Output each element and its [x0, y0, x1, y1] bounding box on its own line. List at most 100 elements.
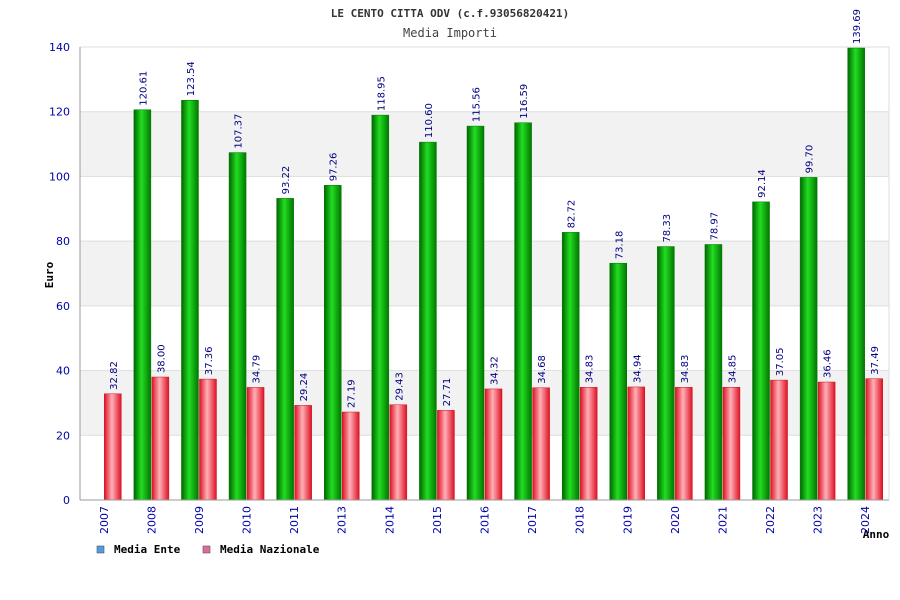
legend-swatch-media-nazionale: [202, 545, 211, 554]
bar-media-ente: [657, 246, 675, 501]
y-tick-label: 60: [56, 300, 70, 313]
bar-media-ente: [466, 125, 485, 501]
data-label: 37.49: [870, 346, 881, 375]
data-label: 36.46: [823, 349, 834, 378]
data-label: 34.85: [727, 355, 738, 384]
data-label: 115.56: [472, 87, 483, 122]
bar-media-nazionale: [532, 387, 550, 501]
x-tick-label: 2023: [812, 506, 825, 534]
bar-media-nazionale: [104, 393, 122, 501]
data-label: 27.19: [347, 379, 358, 408]
bar-media-nazionale: [151, 376, 170, 501]
axes: [79, 47, 890, 501]
data-label: 37.36: [204, 346, 215, 375]
x-tick-label: 2021: [716, 506, 729, 534]
x-tick-label: 2007: [98, 506, 111, 534]
data-label: 34.79: [252, 355, 263, 384]
bars: 32.82 120.61 38.00 123.54 37.36 107.37 34.79 93…: [104, 9, 883, 501]
legend-label-media-nazionale: Media Nazionale: [220, 543, 320, 556]
x-tick-label: 2024: [859, 506, 872, 534]
bar-media-ente: [752, 201, 770, 501]
data-label: 139.69: [852, 9, 863, 44]
bar-media-nazionale: [865, 378, 883, 501]
grid-band: [80, 111, 889, 177]
bar-media-ente: [323, 185, 342, 501]
x-tick-label: 2020: [669, 506, 682, 534]
data-label: 116.59: [519, 84, 530, 119]
y-tick-label: 40: [56, 365, 70, 378]
data-label: 34.83: [680, 355, 691, 384]
data-label: 92.14: [757, 169, 768, 198]
x-tick-label: 2010: [241, 506, 254, 534]
bar-media-nazionale: [722, 386, 741, 501]
y-tick-label: 80: [56, 235, 70, 248]
data-label: 120.61: [138, 71, 149, 106]
data-label: 27.71: [442, 378, 453, 407]
bar-media-ente: [133, 109, 152, 501]
x-tick-label: 2019: [621, 506, 634, 534]
y-tick-label: 0: [63, 494, 70, 507]
data-label: 97.26: [329, 153, 340, 182]
bar-media-ente: [228, 152, 247, 501]
bar-media-ente: [704, 244, 723, 501]
bar-media-nazionale: [199, 378, 217, 501]
y-tick-label: 100: [49, 170, 70, 183]
x-tick-label: 2015: [431, 506, 444, 534]
bar-media-ente: [514, 122, 532, 501]
bar-media-nazionale: [246, 387, 265, 501]
chart-title: LE CENTO CITTA ODV (c.f.93056820421): [331, 7, 569, 20]
bar-media-ente: [799, 177, 818, 501]
data-label: 82.72: [567, 200, 578, 229]
bar-media-ente: [847, 47, 865, 501]
x-tick-label: 2017: [526, 506, 539, 534]
data-label: 107.37: [234, 114, 245, 149]
x-tick-label: 2009: [193, 506, 206, 534]
y-tick-label: 120: [49, 106, 70, 119]
x-tick-label: 2014: [383, 506, 396, 534]
x-tick-label: 2011: [288, 506, 301, 534]
legend-label-media-ente: Media Ente: [114, 543, 181, 556]
bar-media-nazionale: [817, 381, 836, 501]
x-tick-label: 2013: [336, 506, 349, 534]
chart-subtitle: Media Importi: [403, 26, 497, 40]
bar-media-ente: [609, 262, 628, 501]
legend-swatch-media-ente: [96, 545, 105, 554]
x-tick-label: 2016: [479, 506, 492, 534]
y-tick-label: 140: [49, 41, 70, 54]
x-tick-label: 2008: [145, 506, 158, 534]
data-label: 110.60: [424, 103, 435, 138]
bar-media-ente: [276, 198, 294, 501]
bar-media-nazionale: [294, 405, 312, 501]
y-axis-label: Euro: [43, 261, 56, 288]
data-label: 34.94: [632, 354, 643, 383]
data-label: 78.97: [709, 212, 720, 241]
data-label: 93.22: [281, 166, 292, 195]
data-label: 29.24: [299, 373, 310, 402]
bar-media-nazionale: [627, 386, 646, 501]
bar-media-nazionale: [389, 404, 408, 501]
legend: Media Ente Media Nazionale: [96, 543, 320, 556]
data-label: 29.43: [394, 372, 405, 401]
data-label: 34.68: [537, 355, 548, 384]
data-label: 78.33: [662, 214, 673, 243]
data-label: 73.18: [614, 231, 625, 260]
data-label: 37.05: [775, 347, 786, 376]
bar-media-nazionale: [675, 387, 693, 501]
data-label: 118.95: [376, 76, 387, 111]
data-label: 32.82: [109, 361, 120, 390]
bar-media-nazionale: [579, 387, 598, 501]
data-label: 34.83: [585, 355, 596, 384]
bar-media-ente: [371, 114, 390, 501]
data-label: 123.54: [186, 61, 197, 96]
x-tick-label: 2018: [574, 506, 587, 534]
bar-media-nazionale: [770, 379, 788, 501]
bar-media-ente: [181, 100, 199, 501]
bar-media-ente: [419, 141, 437, 501]
data-label: 38.00: [156, 344, 167, 373]
grid-band: [80, 47, 889, 112]
x-tick-label: 2022: [764, 506, 777, 534]
bar-media-nazionale: [484, 388, 503, 501]
bar-media-ente: [561, 232, 580, 501]
x-axis-label: Anno: [863, 528, 890, 541]
